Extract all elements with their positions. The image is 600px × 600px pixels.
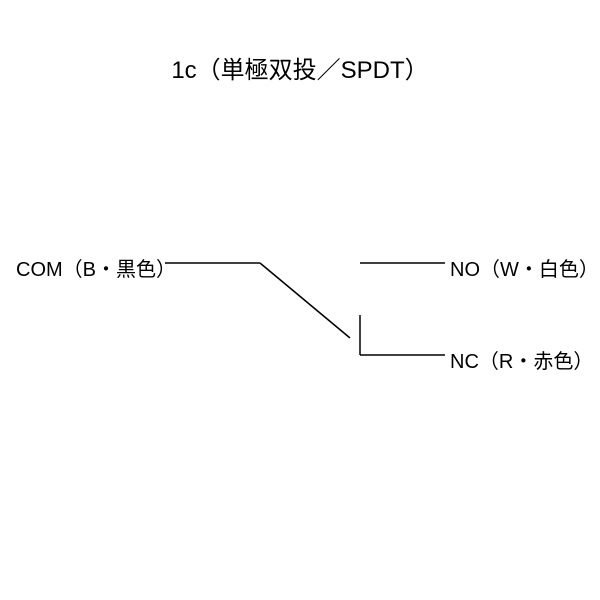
nc-terminal-label: NC（R・赤色） xyxy=(450,345,593,374)
wires-group xyxy=(165,263,445,355)
diagram-title: 1c（単極双投／SPDT） xyxy=(0,50,600,85)
com-terminal-label: COM（B・黒色） xyxy=(16,253,176,282)
no-terminal-label: NO（W・白色） xyxy=(450,253,599,282)
switch-arm-line xyxy=(260,263,350,338)
switch-schematic xyxy=(0,0,600,600)
